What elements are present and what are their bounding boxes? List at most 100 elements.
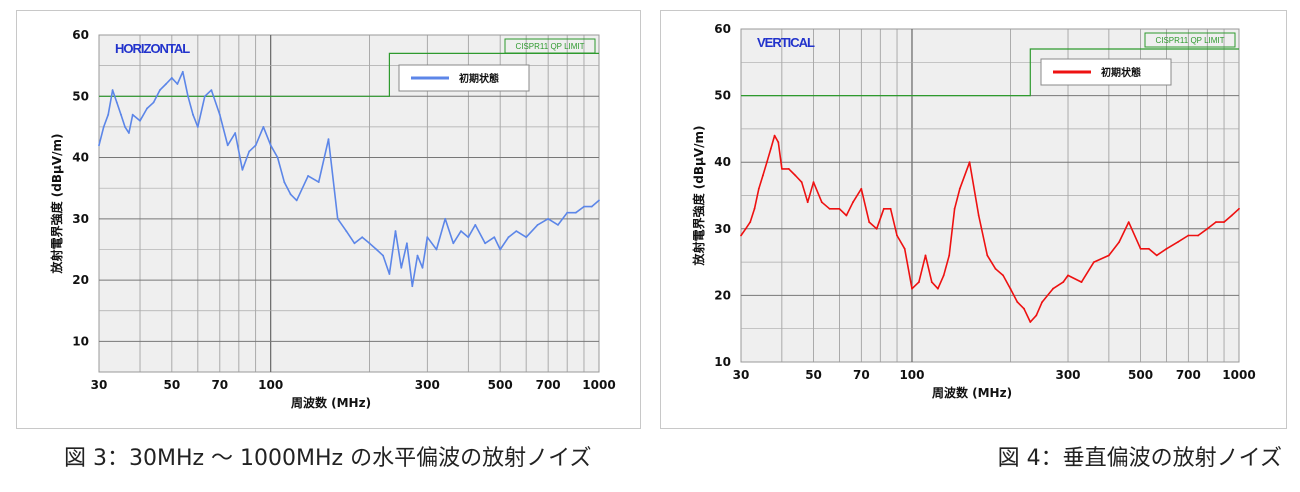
data-point	[986, 254, 989, 257]
y-axis-label: 放射電界強度 (dBµV/m)	[691, 126, 706, 267]
data-point	[1002, 274, 1004, 277]
data-point	[295, 199, 298, 202]
data-point	[903, 247, 906, 250]
data-point	[547, 217, 549, 220]
data-point	[1223, 221, 1225, 224]
data-point	[276, 156, 279, 159]
data-point	[361, 236, 364, 239]
data-point	[499, 248, 502, 251]
data-point	[181, 70, 184, 73]
data-point	[590, 205, 593, 208]
limit-label: CISPR11 QP LIMIT	[1155, 36, 1224, 45]
data-point	[507, 236, 510, 239]
limit-label-box	[504, 38, 596, 54]
data-point	[248, 150, 251, 153]
data-point	[196, 126, 199, 128]
data-point	[131, 113, 134, 116]
data-point	[435, 248, 438, 251]
data-point	[806, 201, 809, 204]
data-point	[467, 236, 470, 239]
data-point	[353, 242, 356, 245]
y-tick-label: 60	[72, 28, 89, 42]
x-tick-label: 100	[258, 378, 283, 392]
y-tick-label: 50	[72, 89, 89, 103]
limit-label-box	[1144, 32, 1236, 48]
data-point	[525, 236, 528, 239]
data-point	[911, 287, 913, 290]
data-point	[317, 181, 320, 184]
data-point	[484, 242, 486, 245]
y-tick-label: 40	[72, 151, 89, 165]
data-point	[1052, 287, 1054, 290]
data-point	[838, 207, 841, 210]
data-point	[820, 201, 823, 204]
data-point	[749, 221, 752, 224]
data-point	[566, 211, 569, 214]
data-point	[203, 95, 206, 98]
data-point	[289, 193, 292, 196]
data-point	[283, 181, 286, 184]
data-point	[388, 273, 391, 275]
data-point	[1165, 247, 1168, 250]
x-tick-label: 1000	[582, 378, 615, 392]
data-point	[111, 89, 114, 91]
data-point	[1080, 281, 1083, 283]
data-point	[400, 266, 403, 269]
data-point	[406, 242, 408, 245]
x-tick-label: 70	[853, 368, 870, 382]
y-tick-label: 50	[714, 89, 731, 103]
x-tick-label: 500	[1128, 368, 1153, 382]
data-point	[426, 236, 429, 239]
y-tick-label: 40	[714, 155, 731, 169]
data-point	[1062, 281, 1065, 283]
data-point	[868, 221, 871, 224]
data-point	[1139, 247, 1142, 250]
data-point	[769, 148, 772, 150]
data-point	[794, 174, 797, 177]
y-tick-label: 20	[72, 273, 89, 287]
x-tick-label: 300	[415, 378, 440, 392]
data-point	[1118, 241, 1120, 244]
data-point	[787, 168, 790, 170]
data-point	[98, 144, 100, 147]
data-point	[128, 132, 130, 134]
data-point	[421, 266, 424, 269]
x-tick-label: 50	[163, 378, 180, 392]
legend-label: 初期状態	[459, 72, 499, 85]
data-point	[187, 95, 189, 98]
data-point	[1108, 254, 1110, 257]
data-point	[234, 132, 237, 134]
x-tick-label: 50	[805, 368, 822, 382]
data-point	[953, 207, 956, 210]
y-tick-label: 30	[72, 212, 89, 226]
data-point	[474, 224, 477, 226]
data-point	[382, 254, 384, 257]
limit-label: CISPR11 QP LIMIT	[515, 42, 584, 51]
data-point	[1187, 234, 1190, 237]
data-point	[368, 242, 371, 245]
x-axis-label: 周波数 (MHz)	[932, 385, 1012, 400]
data-point	[875, 227, 878, 230]
legend-label: 初期状態	[1101, 66, 1141, 79]
data-point	[254, 144, 257, 147]
data-point	[583, 205, 585, 208]
chart-panel-horizontal: 10 20 30 40 50 60 30 50 70 100 300 500 700 1000 周波数 (M…	[16, 10, 641, 429]
data-point	[1197, 234, 1199, 237]
x-tick-label: 30	[733, 368, 750, 382]
polarization-label: VERTICAL	[757, 35, 815, 50]
y-axis-label: 放射電界強度 (dBµV/m)	[49, 134, 64, 275]
data-point	[1230, 214, 1233, 217]
data-point	[515, 230, 518, 233]
data-point	[753, 207, 756, 210]
data-point	[536, 224, 539, 226]
data-point	[139, 119, 141, 122]
data-point	[800, 181, 803, 184]
data-point	[773, 134, 776, 137]
data-point	[942, 274, 945, 277]
x-tick-label: 70	[211, 378, 228, 392]
data-point	[937, 287, 939, 290]
data-point	[1127, 221, 1130, 224]
y-tick-label: 30	[714, 222, 731, 236]
x-tick-label: 100	[899, 368, 924, 382]
data-point	[170, 77, 173, 79]
